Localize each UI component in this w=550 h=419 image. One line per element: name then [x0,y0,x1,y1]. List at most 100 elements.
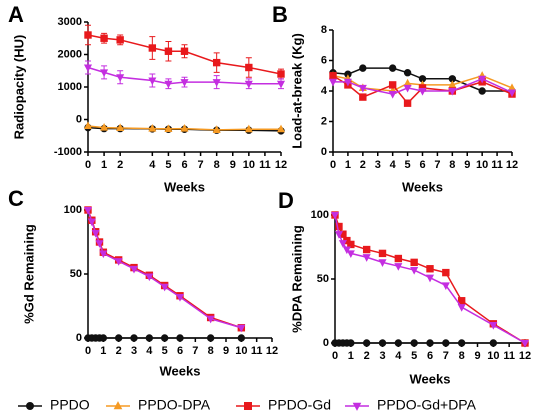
marker [418,87,427,96]
marker [160,334,169,342]
marker [335,222,343,231]
marker [180,79,189,87]
marker [426,265,434,273]
marker [180,124,189,132]
x-tick-label: 9 [464,159,470,171]
marker [212,79,221,87]
x-tick-label: 5 [162,345,168,357]
y-tick-label: 6 [321,54,327,66]
x-tick-label: 12 [266,345,278,357]
x-tick-label: 0 [85,345,91,357]
marker [347,240,355,249]
marker [329,72,337,80]
x-tick-label: 7 [443,350,449,362]
x-tick-label: 1 [100,345,106,357]
marker [244,402,252,410]
marker [26,402,34,410]
y-axis-label: %Gd Remaining [21,224,36,324]
x-tick-label: 6 [177,345,183,357]
x-tick-label: 2 [360,159,366,171]
marker [334,231,343,239]
marker [116,74,125,82]
x-tick-label: 11 [491,159,503,171]
x-tick-label: 9 [474,350,480,362]
y-tick-label: -1000 [54,146,82,158]
marker [116,36,124,44]
marker [244,80,253,89]
marker [346,250,355,258]
x-tick-label: 4 [395,350,402,362]
marker [520,339,530,348]
x-tick-label: 4 [149,159,156,171]
x-tick-label: 6 [427,350,433,362]
x-tick-label: 8 [449,159,455,171]
y-tick-label: 0 [321,146,327,158]
x-tick-label: 12 [519,350,531,362]
series [83,206,246,333]
marker [394,339,403,347]
marker [145,334,154,342]
series [84,24,285,80]
marker [457,304,466,312]
marker [83,121,93,130]
legend-label: PPDO-DPA [138,397,211,413]
y-tick-label: 2 [321,115,327,127]
marker [403,84,412,93]
marker [99,334,108,342]
marker [277,70,285,78]
x-tick-label: 3 [375,159,381,171]
marker [83,64,93,73]
marker [148,44,157,52]
y-tick-label: 100 [64,204,82,216]
x-tick-label: 6 [181,159,187,171]
marker [352,402,362,411]
marker [388,81,397,89]
marker [160,283,169,292]
marker [100,69,109,77]
y-tick-label: 0 [76,332,82,344]
y-tick-label: 100 [311,209,329,221]
marker [276,124,286,133]
x-tick-label: 7 [192,345,198,357]
marker [378,339,387,347]
x-tick-label: 2 [117,159,123,171]
x-tick-label: 9 [223,345,229,357]
marker [441,282,450,290]
x-tick-label: 7 [434,159,440,171]
marker [362,254,371,262]
x-tick-label: 11 [503,350,515,362]
x-axis-label: Weeks [164,179,205,194]
x-tick-label: 1 [101,159,107,171]
marker [276,80,286,89]
x-tick-label: 0 [332,350,338,362]
y-tick-label: 0 [76,113,82,125]
marker [394,254,403,263]
x-tick-label: 5 [411,350,417,362]
marker [507,89,517,98]
marker [403,99,412,107]
x-tick-label: 8 [459,350,465,362]
x-tick-label: 5 [405,159,411,171]
x-tick-label: 1 [345,159,351,171]
x-tick-label: 10 [487,350,499,362]
x-tick-label: 10 [243,159,255,171]
series [328,75,517,99]
marker [410,339,418,347]
legend-label: PPDO-Gd [268,397,331,413]
marker [442,268,450,277]
marker [148,77,157,86]
marker [388,90,397,99]
series [331,339,529,347]
y-axis-label: Radiopacity (HU) [11,35,26,140]
marker [478,87,486,95]
marker [359,64,367,72]
marker [84,31,92,39]
x-tick-label: 12 [275,159,287,171]
x-tick-label: 10 [235,345,247,357]
marker [338,240,347,248]
y-tick-label: 1000 [58,81,82,93]
x-axis-label: Weeks [160,363,201,378]
series-line [87,209,242,329]
series-line [87,209,242,329]
x-tick-label: 1 [348,350,354,362]
